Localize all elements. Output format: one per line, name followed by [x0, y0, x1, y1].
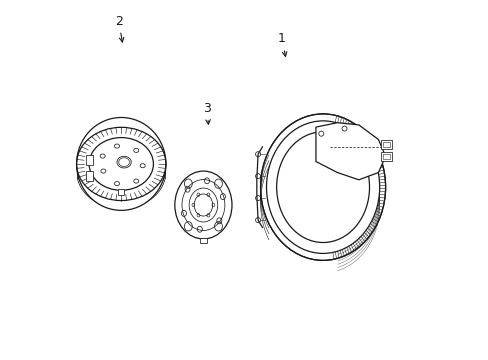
Bar: [381, 140, 391, 149]
Ellipse shape: [119, 158, 129, 167]
Bar: [86, 156, 93, 165]
Bar: [382, 142, 389, 147]
Text: 1: 1: [278, 32, 286, 57]
Ellipse shape: [117, 156, 131, 168]
Ellipse shape: [182, 180, 224, 230]
Ellipse shape: [260, 114, 385, 260]
Bar: [381, 152, 391, 161]
Ellipse shape: [189, 188, 217, 222]
Polygon shape: [315, 123, 385, 180]
Text: 2: 2: [115, 14, 123, 42]
Ellipse shape: [89, 138, 153, 190]
Ellipse shape: [194, 194, 212, 216]
Bar: [200, 238, 206, 243]
Ellipse shape: [77, 117, 165, 210]
Bar: [382, 154, 389, 158]
Ellipse shape: [266, 121, 379, 253]
Ellipse shape: [175, 171, 231, 239]
Ellipse shape: [276, 132, 369, 243]
Bar: [118, 189, 124, 194]
Text: 3: 3: [203, 102, 210, 124]
Bar: [86, 171, 93, 181]
